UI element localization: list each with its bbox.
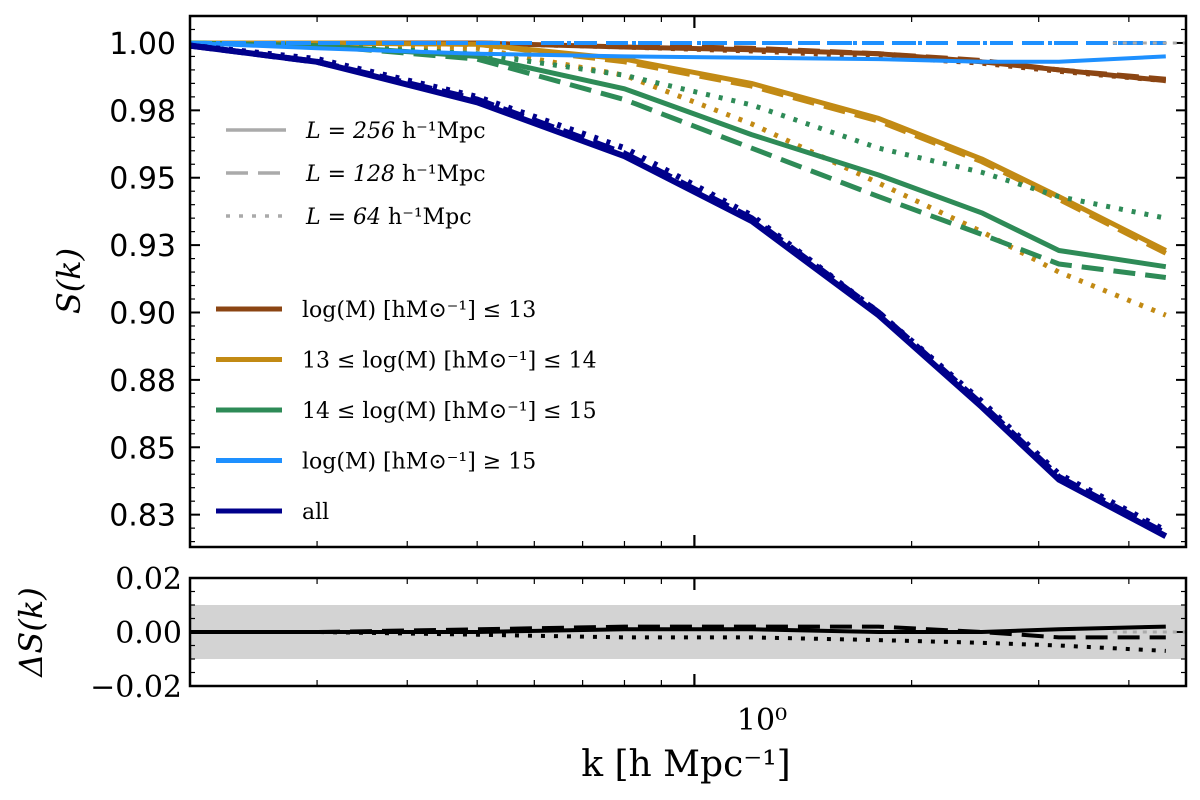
legend-mass-label: log(M) [hM⊙⁻¹] ≤ 13 <box>302 298 536 323</box>
legend-box-size: L = 256 h⁻¹Mpc L = 128 h⁻¹Mpc L = 64 h⁻¹Mp… <box>226 119 486 230</box>
legend-mass-label: 14 ≤ log(M) [hM⊙⁻¹] ≤ 15 <box>302 399 597 424</box>
legend-mass-label: log(M) [hM⊙⁻¹] ≥ 15 <box>302 450 536 475</box>
legend-mass-label: 13 ≤ log(M) [hM⊙⁻¹] ≤ 14 <box>302 349 597 374</box>
main-ytick-label: 0.93 <box>109 229 176 264</box>
legend-mass-label: all <box>302 500 329 525</box>
x-axis-label: k [h Mpc⁻¹] <box>581 744 790 785</box>
series-line-L64 <box>189 42 1168 534</box>
main-series-lines <box>189 40 1186 539</box>
main-ytick-label: 0.83 <box>109 499 176 534</box>
main-ytick-label: 0.98 <box>109 94 176 129</box>
series-line-L64 <box>189 40 1167 221</box>
residual-ylabel: ΔS(k) <box>12 587 50 678</box>
residual-ytick-labels: 0.02 0.00 −0.02 <box>90 562 182 705</box>
main-ytick-label: 0.85 <box>109 431 176 466</box>
residual-ytick-label: 0.02 <box>115 562 182 597</box>
residual-panel: 0.02 0.00 −0.02 ΔS(k) 10⁰ k [h Mpc⁻¹] <box>12 562 1188 785</box>
main-ytick-labels: 1.00 0.98 0.95 0.93 0.90 0.88 0.85 0.83 <box>109 27 176 534</box>
series-line-L128 <box>189 40 1167 280</box>
main-ylabel: S(k) <box>50 248 88 314</box>
main-ytick-label: 0.95 <box>109 162 176 197</box>
residual-series-lines <box>190 624 1186 653</box>
main-ytick-label: 0.88 <box>109 364 176 399</box>
residual-line-L64 <box>190 630 1166 653</box>
main-plot-frame <box>188 14 1188 549</box>
main-panel: 1.00 0.98 0.95 0.93 0.90 0.88 0.85 0.83 S(k) L … <box>50 14 1188 549</box>
series-line-L64 <box>190 40 1167 84</box>
residual-xtick-label: 10⁰ <box>737 703 787 738</box>
legend-mass-bins: log(M) [hM⊙⁻¹] ≤ 13 13 ≤ log(M) [hM⊙⁻¹] ≤… <box>216 298 597 525</box>
legend-style-label: L = 256 h⁻¹Mpc <box>305 119 486 144</box>
residual-ytick-label: −0.02 <box>90 670 182 705</box>
series-line-L128 <box>189 42 1168 537</box>
legend-style-label: L = 64 h⁻¹Mpc <box>305 205 472 230</box>
series-line-L256 <box>189 41 1166 64</box>
residual-plot-frame <box>188 576 1188 688</box>
legend-style-label: L = 128 h⁻¹Mpc <box>305 162 486 187</box>
series-line-L64 <box>190 40 1167 318</box>
main-ytick-label: 0.90 <box>109 296 176 331</box>
residual-ytick-label: 0.00 <box>115 616 182 651</box>
series-line-L256 <box>189 40 1167 270</box>
residual-line-L128 <box>190 624 1166 640</box>
main-ytick-label: 1.00 <box>109 27 176 62</box>
